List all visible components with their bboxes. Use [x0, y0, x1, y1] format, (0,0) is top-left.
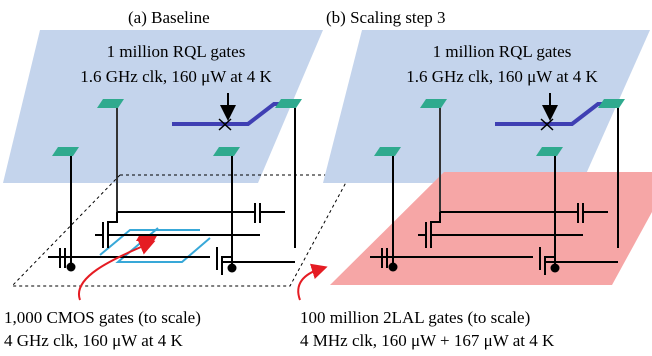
rql-plane-b — [323, 30, 650, 183]
cyan-wire-a1 — [99, 229, 200, 256]
caption-b-line2: 4 MHz clk, 160 μW + 167 μW at 4 K — [300, 331, 555, 350]
caption-a-line1: 1,000 CMOS gates (to scale) — [4, 308, 201, 327]
transistor-network-b — [370, 203, 618, 275]
transistor-network-a — [48, 203, 295, 275]
node-b1 — [388, 262, 398, 272]
red-arrow-b — [297, 263, 328, 301]
cmos-plane-a — [10, 174, 351, 287]
node-a2 — [227, 263, 237, 273]
panel-b-title: (b) Scaling step 3 — [326, 8, 445, 27]
rql-plane-a-line1: 1 million RQL gates — [107, 42, 246, 61]
caption-a-line2: 4 GHz clk, 160 μW at 4 K — [4, 331, 183, 350]
via-pad-a1 — [97, 99, 124, 108]
red-arrow-a — [77, 239, 156, 301]
via-pad-b4 — [536, 147, 563, 156]
bus-b-cross2 — [540, 118, 554, 131]
caption-b-line1: 100 million 2LAL gates (to scale) — [300, 308, 530, 327]
via-pad-a4 — [213, 147, 240, 156]
via-pad-a2 — [275, 99, 302, 108]
rql-plane-b-line1: 1 million RQL gates — [433, 42, 572, 61]
via-pad-a3 — [52, 147, 79, 156]
bus-a-cross2 — [218, 118, 232, 131]
via-pad-b2 — [598, 99, 625, 108]
node-b2 — [550, 263, 560, 273]
panel-a-title: (a) Baseline — [128, 8, 210, 27]
node-a1 — [66, 262, 76, 272]
rql-plane-b-line2: 1.6 GHz clk, 160 μW at 4 K — [406, 67, 598, 86]
rql-plane-a — [3, 30, 323, 183]
lal-plane-b — [330, 172, 652, 285]
panel-b: (b) Scaling step 3 1 million RQL gates 1… — [297, 8, 652, 350]
rql-plane-a-line2: 1.6 GHz clk, 160 μW at 4 K — [80, 67, 272, 86]
panel-a: (a) Baseline 1 million RQL gates 1.6 GHz… — [3, 8, 351, 350]
via-pad-b1 — [420, 99, 447, 108]
via-pad-b3 — [374, 147, 401, 156]
